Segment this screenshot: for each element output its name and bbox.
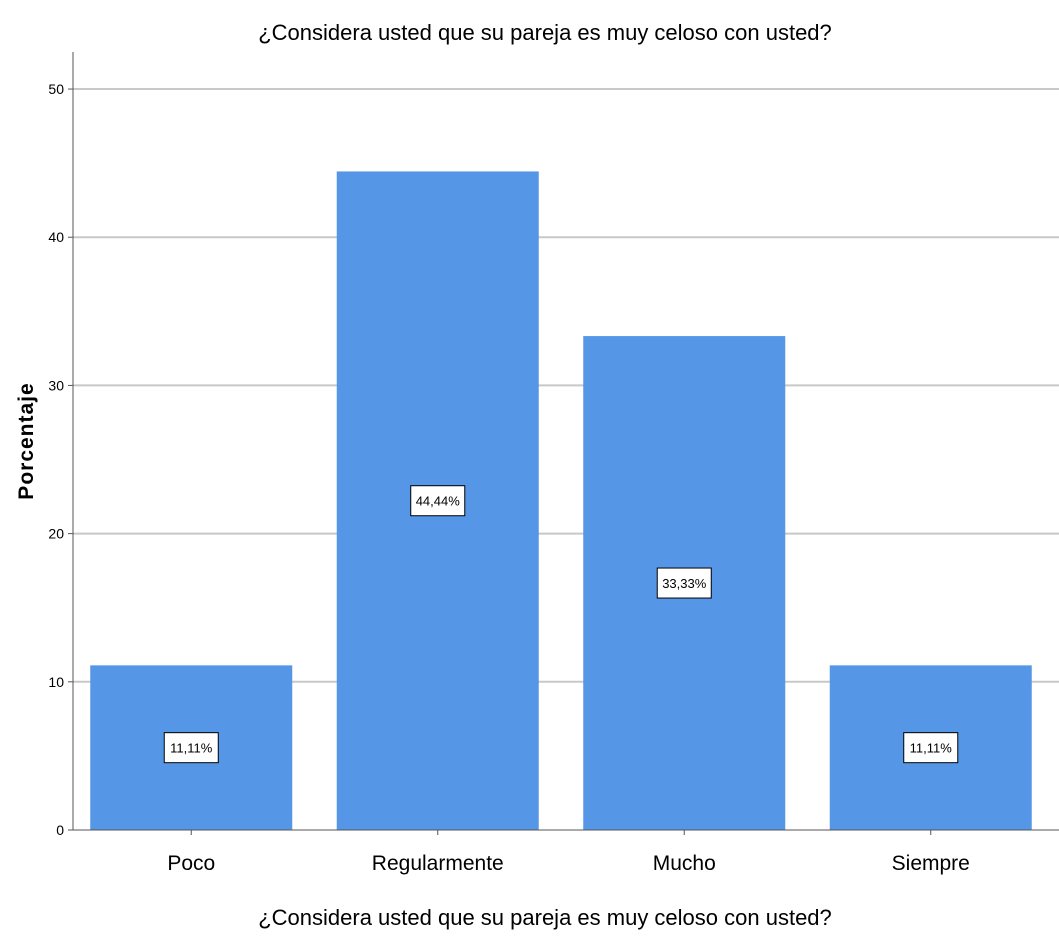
x-category-label: Mucho (653, 852, 716, 875)
y-tick-label: 20 (48, 526, 64, 542)
x-category-label: Regularmente (372, 852, 504, 875)
x-axis-label: ¿Considera usted que su pareja es muy ce… (258, 905, 832, 930)
y-axis-label: Porcentaje (15, 382, 38, 499)
x-category-label: Siempre (892, 852, 970, 875)
y-tick-label: 10 (48, 674, 64, 690)
bars (90, 171, 1032, 830)
gridlines (73, 89, 1059, 682)
y-tick-label: 50 (48, 81, 64, 97)
chart-title: ¿Considera usted que su pareja es muy ce… (258, 20, 832, 45)
x-categories: Poco Regularmente Mucho Siempre (167, 830, 970, 875)
y-tick-label: 0 (56, 822, 64, 838)
data-label: 11,11% (170, 741, 213, 756)
y-tick-label: 40 (48, 229, 64, 245)
data-label: 11,11% (910, 741, 953, 756)
data-label: 44,44% (416, 494, 461, 509)
y-ticks: 0 10 20 30 40 50 (48, 81, 73, 838)
y-tick-label: 30 (48, 377, 64, 393)
data-label: 33,33% (662, 576, 707, 591)
x-category-label: Poco (167, 852, 215, 875)
